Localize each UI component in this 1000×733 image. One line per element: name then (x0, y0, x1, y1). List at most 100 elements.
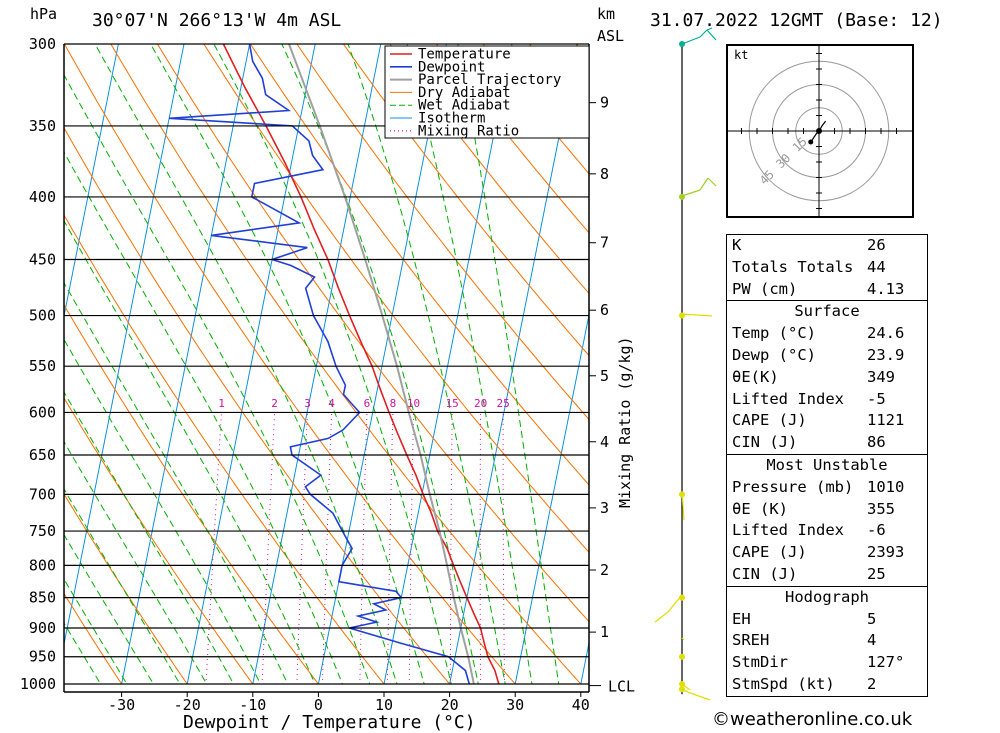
row-label: θE(K) (732, 367, 779, 386)
table-row: Totals Totals 44 (727, 257, 927, 279)
row-value: -5 (867, 389, 886, 408)
lcl-label: LCL (608, 678, 635, 696)
wind-level-dot (679, 686, 685, 693)
wind-profile (654, 27, 717, 701)
indices-section: K 26 Totals Totals 44 PW (cm) 4.13 (727, 235, 927, 302)
dry-adiabat (64, 214, 385, 684)
row-value: -6 (867, 521, 886, 540)
table-row: CIN (J) 86 (727, 432, 927, 454)
asl-label: ASL (597, 27, 624, 45)
pressure-tick-label: 700 (29, 485, 56, 503)
wind-level-dot (679, 312, 685, 319)
wet-adiabat (64, 533, 154, 684)
row-value: 25 (867, 564, 886, 583)
table-row: SREH 4 (727, 630, 927, 652)
temperature-tick-label: 30 (506, 696, 524, 714)
pressure-tick-label: 450 (29, 251, 56, 269)
temperature-tick-label: -10 (239, 696, 266, 714)
wet-adiabat (64, 151, 343, 684)
wind-barb (681, 683, 691, 691)
height-tick-label: 6 (600, 301, 609, 319)
wind-barb (707, 177, 717, 187)
wind-barb (706, 27, 713, 31)
copyright[interactable]: ©weatheronline.co.uk (712, 709, 913, 730)
dry-adiabat (64, 396, 254, 684)
table-row: Lifted Index -5 (727, 389, 927, 411)
height-tick-label: 9 (600, 94, 609, 112)
pressure-tick-label: 750 (29, 522, 56, 540)
wind-barb (681, 36, 701, 45)
hodograph-storm-motion (816, 128, 822, 134)
row-value: 1010 (867, 477, 905, 496)
row-label: CAPE (J) (732, 411, 807, 430)
wind-barb (699, 177, 709, 191)
most-unstable-title: Most Unstable (766, 455, 888, 474)
row-value: 44 (867, 257, 886, 276)
wind-barb (681, 491, 685, 521)
row-label: CIN (J) (732, 564, 798, 583)
mixing-ratio-label: 25 (496, 397, 509, 410)
temperature-tick-label: -20 (174, 696, 201, 714)
pressure-tick-label: 550 (29, 357, 56, 375)
dry-adiabat (249, 44, 589, 486)
legend-label: Temperature (418, 47, 511, 63)
temperature-tick-label: -30 (108, 696, 135, 714)
table-row: CIN (J) 25 (727, 564, 927, 586)
wind-barb (706, 29, 717, 41)
wind-barb (681, 189, 701, 197)
wet-adiabat (406, 44, 533, 684)
legend-label: Wet Adiabat (418, 98, 511, 114)
dry-adiabat (203, 44, 589, 553)
valid-datetime: 31.07.2022 12GMT (Base: 12) (650, 10, 943, 31)
row-label: CIN (J) (732, 433, 798, 452)
pressure-tick-label: 600 (29, 403, 56, 421)
row-label: Lifted Index (732, 521, 844, 540)
indices-table: K 26 Totals Totals 44 PW (cm) 4.13 Surface Te… (726, 234, 928, 697)
mixing-ratio-line (479, 412, 482, 684)
legend-label: Mixing Ratio (418, 123, 519, 139)
isotherm-line (580, 640, 589, 684)
pressure-tick-label: 900 (29, 619, 56, 637)
pressure-tick-label: 500 (29, 307, 56, 325)
row-label: Lifted Index (732, 389, 844, 408)
wet-adiabat (64, 622, 102, 684)
table-row: Pressure (mb) 1010 (727, 477, 927, 499)
wet-adiabat (457, 44, 560, 684)
row-label: θE (K) (732, 499, 788, 518)
row-value: 23.9 (867, 345, 905, 364)
row-label: CAPE (J) (732, 543, 807, 562)
row-label: StmSpd (kt) (732, 674, 835, 693)
row-value: 4.13 (867, 279, 905, 298)
dry-adiabat (296, 44, 589, 421)
wind-barb (681, 689, 711, 701)
hodograph-surface-point (808, 139, 814, 145)
wind-barb (681, 637, 685, 641)
table-row: Dewp (°C) 23.9 (727, 345, 927, 367)
dry-adiabat (110, 44, 582, 684)
mixing-ratio-line (321, 412, 333, 684)
row-label: SREH (732, 631, 770, 650)
legend-label: Isotherm (418, 111, 485, 127)
wet-adiabat (64, 488, 181, 684)
dry-adiabat (435, 44, 589, 234)
dry-adiabat (389, 44, 589, 295)
table-row: θE(K) 349 (727, 367, 927, 389)
table-row: StmSpd (kt) 2 (727, 674, 927, 696)
isotherm-line (252, 44, 382, 684)
table-row: StmDir 127° (727, 652, 927, 674)
pressure-tick-label: 350 (29, 117, 56, 135)
hpa-label: hPa (30, 5, 57, 23)
mixing-ratio-label: 4 (328, 397, 335, 410)
temperature-tick-label: 20 (441, 696, 459, 714)
pressure-tick-label: 400 (29, 188, 56, 206)
row-value: 86 (867, 433, 886, 452)
height-tick-label: 1 (600, 623, 609, 641)
row-value: 355 (867, 499, 895, 518)
mixing-ratio-axis-label: Mixing Ratio (g/kg) (616, 336, 634, 508)
mixing-ratio-line (502, 412, 506, 684)
pressure-tick-label: 300 (29, 35, 56, 53)
temperature-tick-label: 0 (314, 696, 323, 714)
pressure-tick-label: 650 (29, 446, 56, 464)
mixing-ratio-label: 2 (271, 397, 278, 410)
